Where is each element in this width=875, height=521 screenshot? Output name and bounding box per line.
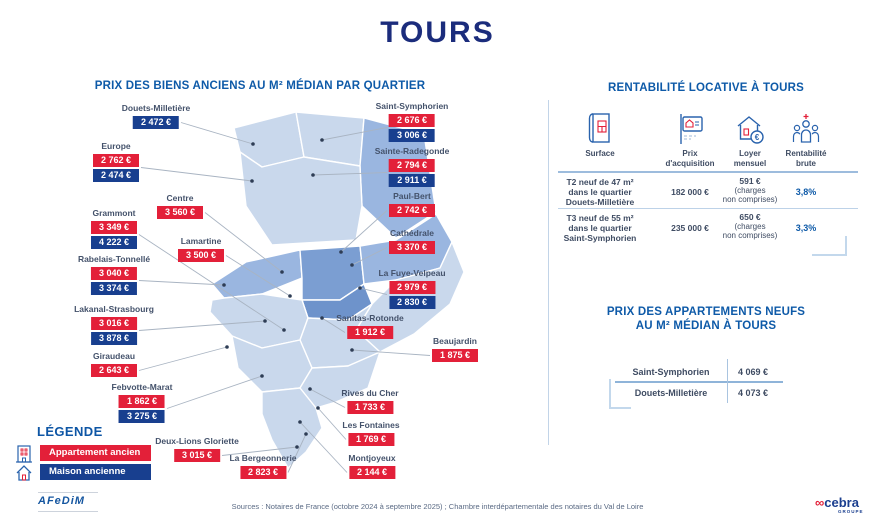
quartier-dot (320, 138, 324, 142)
new-apartments-title-line1: PRIX DES APPARTEMENTS NEUFS (606, 306, 806, 318)
afedim-logo-topline (38, 492, 98, 493)
table-rule-top (558, 171, 858, 173)
quartier-dot (320, 316, 324, 320)
apartment-building-icon (13, 444, 35, 469)
quartier-dot (263, 319, 267, 323)
row2-yield: 3,3% (795, 223, 817, 233)
leader-line (351, 349, 431, 356)
decorative-corner-bracket-right (812, 236, 847, 256)
quartier-dot (350, 348, 354, 352)
rentability-section-title: RENTABILITÉ LOCATIVE À TOURS (608, 82, 804, 94)
leader-line (140, 167, 253, 182)
quartier-dot (251, 142, 255, 146)
cebra-infinity-icon: ∞ (815, 495, 825, 510)
column-header-rent: Loyer mensuel (733, 149, 767, 168)
acquisition-price-icon (674, 110, 706, 153)
new-apartments-row1-value: 4 069 € (737, 367, 769, 377)
page-title: TOURS (380, 16, 495, 49)
quartier-dot (250, 179, 254, 183)
leader-line (312, 172, 388, 176)
section-divider (548, 100, 549, 445)
quartier-dot (260, 374, 264, 378)
row1-surface: T2 neuf de 47 m² dans le quartier Douets… (565, 177, 635, 207)
legend-item-apartment: Appartement ancien (40, 445, 151, 461)
leader-line (204, 212, 283, 273)
quartier-dot (282, 328, 286, 332)
leader-line (321, 317, 346, 333)
new-apartments-column-divider (727, 359, 728, 403)
svg-text:€: € (755, 133, 760, 142)
new-apartments-row2-name: Douets-Milletière (634, 388, 708, 398)
row1-price: 182 000 € (671, 187, 709, 197)
leader-line (225, 255, 291, 297)
leader-line (221, 446, 298, 456)
afedim-logo-bottomline (38, 511, 98, 512)
row2-rent: 650 € (739, 212, 761, 222)
leader-line (309, 388, 346, 408)
monthly-rent-icon: € (733, 110, 767, 153)
leader-line (166, 375, 263, 409)
leader-line (359, 287, 388, 295)
leader-line (351, 247, 388, 266)
leader-line (321, 127, 388, 141)
leader-line (317, 407, 347, 440)
new-apartments-row1-name: Saint-Symphorien (632, 367, 710, 377)
cebra-logo-subtext: GROUPE (838, 509, 864, 514)
cebra-logo: ∞cebra (815, 495, 859, 510)
quartier-dot (225, 345, 229, 349)
table-rule-middle (558, 208, 858, 209)
quartier-dot (308, 387, 312, 391)
new-apartments-divider (615, 381, 783, 383)
quartier-dot (311, 173, 315, 177)
column-header-surface: Surface (585, 149, 615, 158)
column-header-price: Prix d'acquisition (665, 149, 715, 168)
leader-line (287, 433, 307, 473)
quartier-dot (222, 283, 226, 287)
legend-item-house: Maison ancienne (40, 464, 151, 480)
leader-line (138, 280, 225, 286)
column-header-yield: Rentabilité brute (785, 149, 827, 168)
quartier-dot (295, 445, 299, 449)
sources-text: Sources : Notaires de France (octobre 20… (231, 502, 644, 511)
quartier-dot (316, 406, 320, 410)
house-icon (13, 463, 35, 488)
quartier-dot (298, 420, 302, 424)
row1-yield: 3,8% (795, 187, 817, 197)
quartier-dot (339, 250, 343, 254)
row2-price: 235 000 € (671, 223, 709, 233)
quartier-dot (304, 432, 308, 436)
row2-rent-note: (charges non comprises) (722, 222, 778, 240)
row2-surface: T3 neuf de 55 m² dans le quartier Saint-… (563, 213, 637, 243)
gross-yield-icon (789, 110, 823, 153)
leader-line (340, 210, 388, 253)
leader-lines-and-dots (138, 122, 431, 473)
quartier-dot (280, 270, 284, 274)
leader-line (138, 346, 228, 371)
row1-rent: 591 € (739, 176, 761, 186)
afedim-logo: AFeDiM (38, 495, 85, 507)
surface-icon (585, 110, 615, 153)
new-apartments-row2-value: 4 073 € (737, 388, 769, 398)
legend-title: LÉGENDE (37, 424, 103, 439)
quartier-dot (350, 263, 354, 267)
quartier-dot (358, 286, 362, 290)
new-apartments-title-line2: AU M² MÉDIAN À TOURS (635, 320, 777, 332)
map-section-title: PRIX DES BIENS ANCIENS AU M² MÉDIAN PAR … (94, 80, 426, 92)
decorative-corner-bracket-left (609, 379, 631, 409)
leader-line (180, 122, 254, 145)
leader-line (299, 421, 348, 473)
map-polygons (209, 111, 465, 469)
row1-rent-note: (charges non comprises) (722, 186, 778, 204)
leader-line (138, 234, 285, 331)
leader-line (138, 320, 266, 331)
quartier-dot (288, 294, 292, 298)
